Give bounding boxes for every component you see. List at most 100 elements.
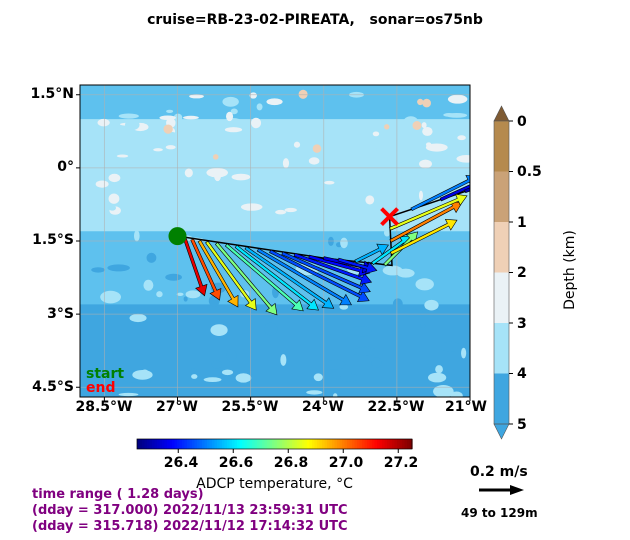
temp-colorbar-cell	[267, 439, 271, 449]
bathy-patch	[308, 157, 320, 165]
bathy-patch	[176, 292, 184, 296]
depth-colorbar-segment	[494, 222, 509, 273]
bathy-patch	[226, 349, 237, 362]
x-tick-marks	[103, 397, 471, 401]
bathy-seamount	[298, 89, 308, 99]
temp-colorbar-cell	[189, 439, 193, 449]
bathy-patch	[91, 267, 106, 273]
bathy-patch	[291, 210, 302, 217]
bathy-patch	[422, 126, 433, 136]
bathy-patch	[203, 377, 222, 383]
bathy-patch	[461, 347, 467, 359]
bathy-patch	[166, 109, 174, 114]
temp-colorbar-cell	[394, 439, 398, 449]
temp-colorbar-cell	[192, 439, 196, 449]
temp-colorbar-cell	[197, 439, 201, 449]
temp-colorbar-cell	[304, 439, 308, 449]
x-tick-label: 24°W	[302, 399, 344, 415]
current-vector	[293, 252, 373, 285]
temp-colorbar-cell	[359, 439, 363, 449]
bathy-seamount	[163, 124, 173, 134]
bathy-patch	[467, 392, 470, 397]
temp-colorbar-cell	[247, 439, 251, 449]
x-tick-label: 22.5°W	[367, 399, 425, 415]
bathy-patch	[80, 167, 91, 175]
temperature-colorbar	[136, 438, 413, 453]
bathy-seamount	[312, 144, 322, 153]
bathy-patch	[210, 324, 228, 336]
current-vector	[256, 248, 352, 306]
bathy-patch	[80, 339, 86, 351]
bathy-patch	[447, 94, 468, 104]
current-vector	[190, 238, 222, 301]
bathy-patch	[198, 134, 204, 143]
temp-colorbar-cell	[157, 439, 161, 449]
bathy-patch	[132, 370, 153, 380]
bathy-patch	[282, 158, 290, 169]
bathy-patch	[428, 372, 447, 383]
start-label: start	[86, 366, 125, 382]
temp-colorbar-cell	[179, 439, 183, 449]
end-label: end	[86, 380, 116, 396]
temp-colorbar-cell	[287, 439, 291, 449]
y-tick-label: 0°	[57, 159, 74, 175]
temp-colorbar-cell	[207, 439, 211, 449]
bathy-patch	[165, 273, 182, 281]
depth-tick-label: 2	[517, 265, 527, 281]
temp-colorbar-cell	[312, 439, 316, 449]
temp-colorbar-cell	[309, 439, 313, 449]
temp-colorbar-frame	[136, 438, 413, 450]
temp-colorbar-cell	[257, 439, 261, 449]
current-vector	[464, 187, 470, 194]
bathy-patch	[230, 108, 238, 115]
temp-colorbar-cell	[237, 439, 241, 449]
bathy-patch	[457, 135, 466, 141]
temp-colorbar-cell	[332, 439, 336, 449]
temp-colorbar-cell	[324, 439, 328, 449]
bathy-patch	[184, 212, 197, 222]
bathy-patch	[313, 373, 323, 382]
bathy-patch	[111, 157, 130, 161]
bathy-patch	[153, 148, 163, 152]
depth-colorbar-segment	[494, 121, 509, 172]
temp-colorbar-cell	[387, 439, 391, 449]
bathy-patch	[293, 141, 301, 148]
bathy-patch	[107, 264, 130, 272]
bathy-patch	[129, 313, 147, 323]
temp-colorbar-cell	[292, 439, 296, 449]
temp-colorbar-cell	[172, 439, 176, 449]
depth-colorbar-segment	[494, 171, 509, 222]
temp-colorbar-cell	[377, 439, 381, 449]
current-vector	[214, 242, 278, 316]
bathy-patch	[365, 195, 375, 205]
temp-colorbar-cell	[147, 439, 151, 449]
bathy-patch	[268, 206, 278, 214]
current-vector	[439, 184, 470, 202]
bathy-patch	[214, 182, 224, 193]
bathy-patch	[226, 111, 234, 122]
bathy-patch	[430, 156, 451, 163]
temp-colorbar-cell	[407, 439, 411, 449]
temp-colorbar-cell	[214, 439, 218, 449]
depth-colorbar-segment	[494, 323, 509, 374]
temp-colorbar-cell	[282, 439, 286, 449]
y-tick-label: 1.5°S	[32, 232, 74, 248]
temp-colorbar-cell	[289, 439, 293, 449]
temp-colorbar-cell	[229, 439, 233, 449]
temp-colorbar-cell	[384, 439, 388, 449]
y-tick-marks	[76, 94, 80, 388]
bathy-patch	[206, 167, 229, 178]
temp-colorbar-cell	[219, 439, 223, 449]
temp-colorbar-cell	[329, 439, 333, 449]
bathy-patch	[415, 278, 434, 291]
temp-colorbar-cell	[234, 439, 238, 449]
bathy-patch	[418, 190, 424, 201]
bathy-patch	[350, 326, 372, 337]
bathy-patch	[446, 171, 459, 179]
current-vector	[183, 237, 208, 297]
temp-colorbar-cell	[314, 439, 318, 449]
temp-colorbar-cell	[154, 439, 158, 449]
depth-colorbar-segment	[494, 373, 509, 424]
temp-colorbar-cell	[152, 439, 156, 449]
bathy-patch	[191, 374, 198, 379]
